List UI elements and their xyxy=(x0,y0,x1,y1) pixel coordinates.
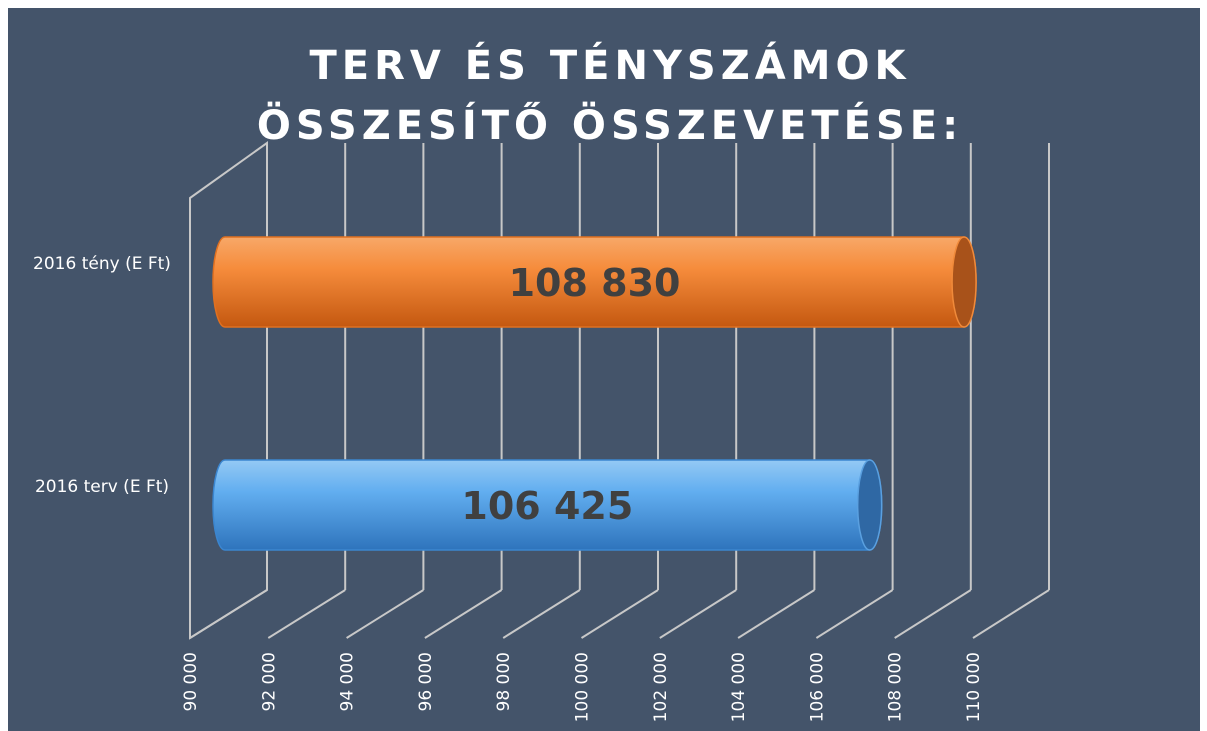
floor-line xyxy=(580,589,659,639)
floor-line xyxy=(189,589,268,639)
bar xyxy=(212,236,977,328)
y-tick-label: 2016 terv (E Ft) xyxy=(34,477,170,497)
x-tick-label: 92 000 xyxy=(259,652,279,711)
floor-line xyxy=(972,589,1050,639)
x-tick-label: 90 000 xyxy=(181,652,201,711)
data-label: 108 830 xyxy=(509,261,681,305)
x-tick-label: 96 000 xyxy=(416,652,436,711)
floor-line xyxy=(267,589,346,639)
x-tick-label: 110 000 xyxy=(964,652,984,722)
chart-title: TERV ÉS TÉNYSZÁMOK ÖSSZESÍTŐ ÖSSZEVETÉSE… xyxy=(256,43,964,149)
plot-background xyxy=(8,8,1200,731)
floor-line xyxy=(346,589,424,639)
bar-cap xyxy=(856,459,883,551)
floor-line xyxy=(659,589,737,639)
y-tick-label: 2016 tény (E Ft) xyxy=(33,254,171,274)
floor-line xyxy=(815,589,894,639)
data-label: 106 425 xyxy=(461,484,633,528)
x-tick-label: 100 000 xyxy=(573,652,593,722)
bar-cap xyxy=(951,236,977,328)
x-tick-label: 104 000 xyxy=(729,652,749,722)
x-tick-label: 98 000 xyxy=(494,652,514,711)
x-tick-label: 94 000 xyxy=(338,652,358,711)
floor-line xyxy=(502,589,581,639)
floor-line xyxy=(894,589,972,639)
x-tick-label: 102 000 xyxy=(651,652,671,722)
floor-line xyxy=(737,589,815,639)
x-tick-label: 108 000 xyxy=(886,652,906,722)
floor-line xyxy=(424,589,503,639)
bar xyxy=(212,459,883,551)
x-tick-label: 106 000 xyxy=(807,652,827,722)
